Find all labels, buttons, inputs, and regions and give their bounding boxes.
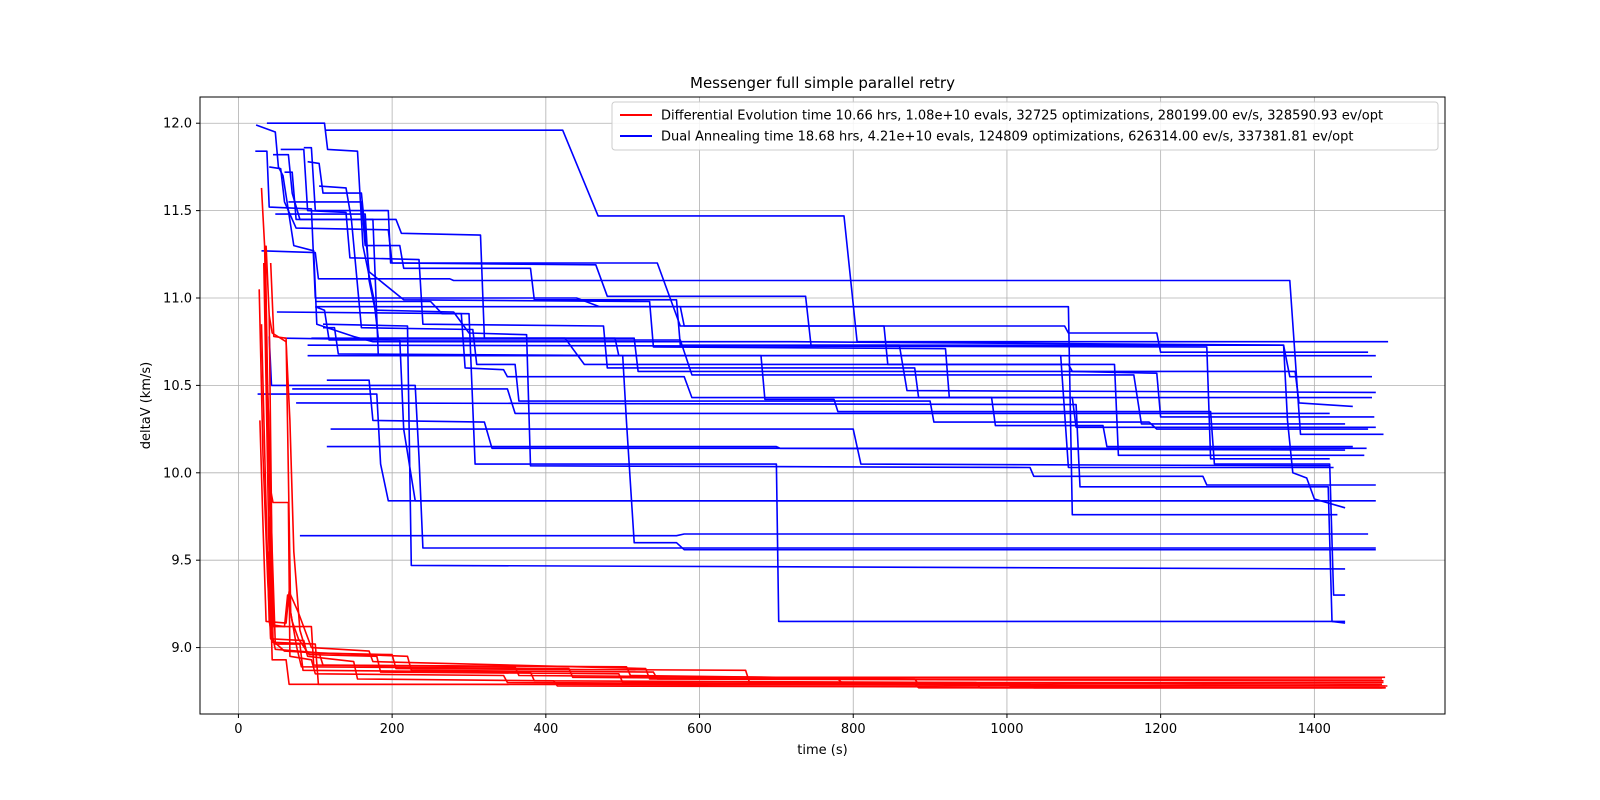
- series-line-dual-annealing: [315, 300, 1353, 448]
- series-line-dual-annealing: [307, 354, 1346, 596]
- y-tick-label: 9.0: [171, 641, 192, 656]
- x-tick-label: 1000: [990, 722, 1023, 737]
- series-line-dual-annealing: [319, 185, 1369, 430]
- x-tick-label: 200: [380, 722, 405, 737]
- y-tick-label: 9.5: [171, 554, 192, 569]
- series-line-dual-annealing: [296, 402, 1346, 624]
- y-axis-label: deltaV (km/s): [139, 362, 154, 449]
- series-group: [255, 122, 1389, 689]
- series-line-dual-annealing: [315, 305, 1346, 425]
- series-line-dual-annealing: [276, 311, 1346, 623]
- series-line-dual-annealing: [307, 344, 1330, 460]
- series-line-dual-annealing: [261, 250, 1384, 436]
- legend-entry-dual-annealing: Dual Annealing time 18.68 hrs, 4.21e+10 …: [661, 130, 1353, 145]
- x-tick-label: 1200: [1144, 722, 1177, 737]
- y-tick-label: 11.0: [163, 292, 192, 307]
- chart-title: Messenger full simple parallel retry: [690, 74, 955, 92]
- legend: Differential Evolution time 10.66 hrs, 1…: [611, 101, 1439, 151]
- series-line-dual-annealing: [288, 201, 1376, 394]
- series-line-dual-annealing: [326, 379, 1367, 450]
- legend-entry-differential-evolution: Differential Evolution time 10.66 hrs, 1…: [661, 109, 1383, 124]
- series-line-differential-evolution: [269, 262, 1383, 686]
- series-line-dual-annealing: [323, 326, 1376, 551]
- series-line-dual-annealing: [284, 337, 1346, 502]
- series-line-dual-annealing: [315, 305, 1338, 516]
- series-line-dual-annealing: [326, 445, 1346, 451]
- x-tick-label: 800: [841, 722, 866, 737]
- legend-box: [611, 101, 1439, 151]
- y-tick-label: 10.0: [163, 466, 192, 481]
- series-line-differential-evolution: [265, 245, 1386, 689]
- x-tick-label: 0: [234, 722, 242, 737]
- x-axis-label: time (s): [797, 743, 847, 758]
- x-tick-label: 400: [533, 722, 558, 737]
- y-tick-label: 11.5: [163, 204, 192, 219]
- x-tick-label: 600: [687, 722, 712, 737]
- series-line-dual-annealing: [325, 129, 1389, 343]
- series-line-dual-annealing: [292, 388, 1330, 415]
- series-line-dual-annealing: [330, 428, 1330, 467]
- series-line-dual-annealing: [307, 160, 1376, 429]
- series-line-dual-annealing: [275, 213, 1376, 486]
- series-line-dual-annealing: [311, 337, 1334, 469]
- axis-ticks: 0 200 400 600 800 1000 1200 1400 9.0 9.5 10.0 10.5 1…: [163, 117, 1331, 737]
- series-line-dual-annealing: [269, 166, 1372, 378]
- series-line-dual-annealing: [299, 533, 1369, 537]
- series-line-dual-annealing: [303, 146, 1365, 457]
- y-tick-label: 12.0: [163, 117, 192, 132]
- plot-frame: [199, 96, 1446, 715]
- series-line-dual-annealing: [322, 323, 1346, 570]
- x-tick-label: 1400: [1298, 722, 1331, 737]
- series-line-dual-annealing: [280, 148, 1372, 399]
- y-tick-label: 10.5: [163, 379, 192, 394]
